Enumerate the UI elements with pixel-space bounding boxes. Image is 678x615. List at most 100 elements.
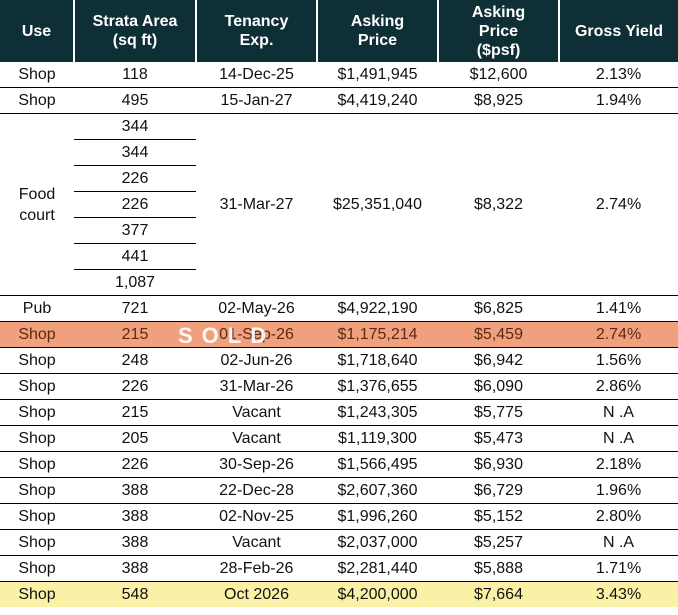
cell-price: $1,996,260 — [317, 503, 438, 530]
cell-yield: 2.74% — [559, 113, 678, 296]
table-row: Shop 495 15-Jan-27 $4,419,240 $8,925 1.9… — [0, 87, 678, 114]
cell-area: 388 — [74, 555, 196, 582]
cell-price: $1,175,214 — [317, 321, 438, 348]
cell-area: 215 — [74, 399, 196, 426]
cell-psf: $12,600 — [438, 62, 559, 88]
cell-tenancy-value: 01-Sep-26 — [219, 325, 294, 343]
cell-use: Shop — [0, 425, 74, 452]
cell-yield: 2.86% — [559, 373, 678, 400]
cell-psf: $6,930 — [438, 451, 559, 478]
food-court-unit-row: 344 — [0, 139, 678, 166]
cell-use: Shop — [0, 347, 74, 374]
header-asking-price: Asking Price — [316, 0, 438, 62]
cell-area: 226 — [74, 373, 196, 400]
cell-psf: $5,257 — [438, 529, 559, 556]
table-row: Shop 226 31-Mar-26 $1,376,655 $6,090 2.8… — [0, 373, 678, 400]
cell-psf: $8,925 — [438, 87, 559, 114]
header-gross-yield: Gross Yield — [558, 0, 678, 62]
cell-area: 344 — [74, 139, 196, 166]
cell-use: Shop — [0, 321, 74, 348]
cell-area: 495 — [74, 87, 196, 114]
cell-tenancy: 30-Sep-26 — [196, 451, 317, 478]
cell-price: $2,607,360 — [317, 477, 438, 504]
cell-tenancy: 28-Feb-26 — [196, 555, 317, 582]
cell-area: 226 — [74, 451, 196, 478]
cell-yield: 2.74% — [559, 321, 678, 348]
table-row: Shop 226 30-Sep-26 $1,566,495 $6,930 2.1… — [0, 451, 678, 478]
cell-use: Shop — [0, 399, 74, 426]
cell-area: 388 — [74, 529, 196, 556]
cell-area: 721 — [74, 295, 196, 322]
food-court-unit-row: 226 — [0, 191, 678, 218]
cell-area: 388 — [74, 477, 196, 504]
table-row: Shop 248 02-Jun-26 $1,718,640 $6,942 1.5… — [0, 347, 678, 374]
cell-psf: $5,473 — [438, 425, 559, 452]
cell-psf: $5,888 — [438, 555, 559, 582]
table-row: Shop 388 28-Feb-26 $2,281,440 $5,888 1.7… — [0, 555, 678, 582]
cell-psf: $6,729 — [438, 477, 559, 504]
cell-tenancy: Oct 2026 — [196, 581, 317, 607]
cell-yield: 2.13% — [559, 62, 678, 88]
cell-psf: $8,322 — [438, 113, 559, 296]
cell-psf: $5,152 — [438, 503, 559, 530]
cell-use: Shop — [0, 87, 74, 114]
food-court-unit-row: 441 — [0, 243, 678, 270]
cell-psf: $7,664 — [438, 581, 559, 607]
food-court-unit-row: 1,087 — [0, 269, 678, 296]
cell-tenancy: 01-Sep-26 SOLD — [178, 321, 317, 348]
table-row: Pub 721 02-May-26 $4,922,190 $6,825 1.41… — [0, 295, 678, 322]
food-court-unit-row: 226 — [0, 165, 678, 192]
table-row: Shop 205 Vacant $1,119,300 $5,473 N .A — [0, 425, 678, 452]
cell-price: $2,037,000 — [317, 529, 438, 556]
header-strata-area: Strata Area (sq ft) — [73, 0, 196, 62]
cell-tenancy: 02-Nov-25 — [196, 503, 317, 530]
cell-tenancy: 31-Mar-27 — [196, 113, 317, 296]
cell-area: 248 — [74, 347, 196, 374]
cell-price: $1,718,640 — [317, 347, 438, 374]
cell-use: Shop — [0, 555, 74, 582]
cell-tenancy: 02-May-26 — [196, 295, 317, 322]
cell-tenancy: 15-Jan-27 — [196, 87, 317, 114]
cell-area: 226 — [74, 191, 196, 218]
cell-tenancy: 14-Dec-25 — [196, 62, 317, 88]
cell-psf: $6,942 — [438, 347, 559, 374]
cell-area: 388 — [74, 503, 196, 530]
table-row: Shop 388 22-Dec-28 $2,607,360 $6,729 1.9… — [0, 477, 678, 504]
highlight-row: Shop 548 Oct 2026 $4,200,000 $7,664 3.43… — [0, 581, 678, 607]
cell-tenancy: 31-Mar-26 — [196, 373, 317, 400]
cell-yield: 2.18% — [559, 451, 678, 478]
cell-use: Shop — [0, 581, 74, 607]
cell-use: Shop — [0, 62, 74, 88]
cell-yield: N .A — [559, 399, 678, 426]
header-use: Use — [0, 0, 74, 62]
cell-area: 118 — [74, 62, 196, 88]
cell-psf: $5,775 — [438, 399, 559, 426]
cell-price: $2,281,440 — [317, 555, 438, 582]
cell-area: 441 — [74, 243, 196, 270]
cell-area-value: 215 — [121, 325, 149, 343]
table-row: Shop 388 02-Nov-25 $1,996,260 $5,152 2.8… — [0, 503, 678, 530]
cell-psf: $6,825 — [438, 295, 559, 322]
cell-tenancy: 22-Dec-28 — [196, 477, 317, 504]
sold-row: Shop 215 01-Sep-26 SOLD $1,175,214 $5,45… — [0, 321, 678, 348]
cell-yield: 1.41% — [559, 295, 678, 322]
cell-area: 215 — [74, 321, 196, 348]
cell-use: Shop — [0, 503, 74, 530]
cell-tenancy: Vacant — [196, 529, 317, 556]
table-row: Shop 118 14-Dec-25 $1,491,945 $12,600 2.… — [0, 62, 678, 88]
cell-area: 344 — [74, 113, 196, 140]
cell-yield: N .A — [559, 529, 678, 556]
header-asking-psf: Asking Price ($psf) — [437, 0, 559, 62]
cell-area: 377 — [74, 217, 196, 244]
cell-use: Shop — [0, 477, 74, 504]
cell-area: 1,087 — [74, 269, 196, 296]
cell-use-food-court: Food court — [0, 113, 74, 296]
cell-yield: 2.80% — [559, 503, 678, 530]
cell-use: Shop — [0, 529, 74, 556]
cell-price: $1,119,300 — [317, 425, 438, 452]
cell-use: Pub — [0, 295, 74, 322]
cell-price: $4,419,240 — [317, 87, 438, 114]
cell-tenancy: 02-Jun-26 — [196, 347, 317, 374]
cell-area: 548 — [74, 581, 196, 607]
